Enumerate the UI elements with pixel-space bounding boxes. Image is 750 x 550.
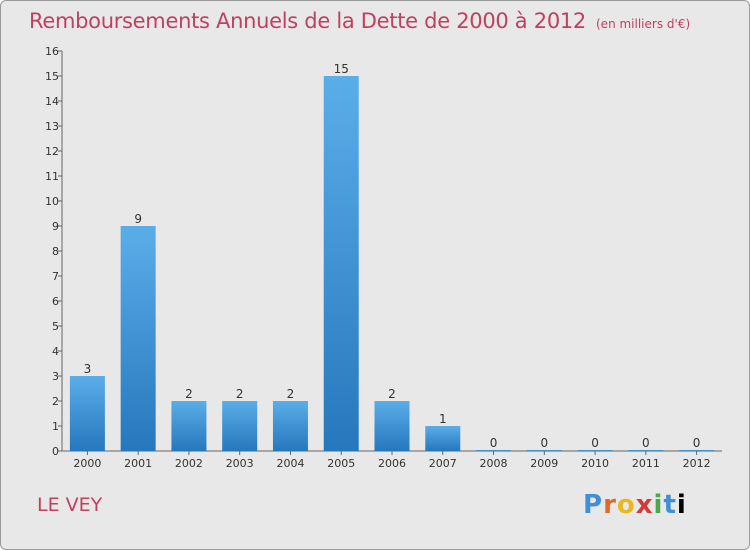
- value-label: 9: [134, 212, 142, 226]
- bar: [628, 450, 664, 451]
- value-label: 0: [540, 436, 548, 450]
- bar: [679, 450, 715, 451]
- value-label: 2: [185, 387, 193, 401]
- x-tick-label: 2009: [530, 457, 558, 470]
- x-tick-label: 2008: [480, 457, 508, 470]
- bar: [577, 450, 613, 451]
- logo-letter: i: [653, 490, 664, 520]
- y-tick-label: 16: [45, 45, 59, 58]
- value-label: 2: [287, 387, 295, 401]
- y-tick-label: 0: [52, 445, 59, 458]
- logo-letter: i: [676, 490, 687, 520]
- bar: [120, 226, 156, 451]
- x-tick-label: 2007: [429, 457, 457, 470]
- bar: [526, 450, 562, 451]
- value-label: 2: [388, 387, 396, 401]
- y-tick-label: 15: [45, 70, 59, 83]
- proxiti-logo: Proxiti: [583, 490, 687, 520]
- logo-letter: t: [663, 490, 677, 520]
- x-tick-label: 2010: [581, 457, 609, 470]
- y-tick-label: 1: [52, 420, 59, 433]
- x-tick-label: 2011: [632, 457, 660, 470]
- logo-letter: x: [635, 490, 654, 520]
- x-tick-label: 2000: [73, 457, 101, 470]
- logo-letter: P: [583, 490, 604, 520]
- bar: [374, 401, 410, 451]
- x-tick-label: 2006: [378, 457, 406, 470]
- bar: [323, 76, 359, 451]
- y-tick-label: 9: [52, 220, 59, 233]
- chart-unit: (en milliers d'€): [596, 17, 691, 31]
- logo-letter: o: [616, 490, 636, 520]
- x-tick-label: 2002: [175, 457, 203, 470]
- x-tick-label: 2003: [226, 457, 254, 470]
- bars: 3 9 2 2 2 15 2 1 0 0 0 0 0: [69, 62, 715, 451]
- value-label: 0: [591, 436, 599, 450]
- bar: [69, 376, 105, 451]
- y-tick-label: 13: [45, 120, 59, 133]
- bar: [222, 401, 258, 451]
- place-name: LE VEY: [37, 494, 103, 516]
- y-tick-label: 12: [45, 145, 59, 158]
- value-label: 0: [693, 436, 701, 450]
- value-label: 0: [642, 436, 650, 450]
- bar: [425, 426, 461, 451]
- value-label: 0: [490, 436, 498, 450]
- y-tick-label: 4: [52, 345, 59, 358]
- y-tick-label: 6: [52, 295, 59, 308]
- value-label: 3: [84, 362, 92, 376]
- y-tick-label: 10: [45, 195, 59, 208]
- x-tick-label: 2004: [276, 457, 304, 470]
- value-label: 1: [439, 412, 447, 426]
- value-label: 2: [236, 387, 244, 401]
- x-tick-label: 2001: [124, 457, 152, 470]
- chart-title-text: Remboursements Annuels de la Dette de 20…: [29, 9, 586, 33]
- bar: [171, 401, 207, 451]
- y-tick-label: 11: [45, 170, 59, 183]
- bar: [476, 450, 512, 451]
- y-tick-label: 2: [52, 395, 59, 408]
- value-label: 15: [334, 62, 349, 76]
- chart-title: Remboursements Annuels de la Dette de 20…: [29, 9, 690, 33]
- logo-letter: r: [603, 490, 617, 520]
- y-tick-label: 7: [52, 270, 59, 283]
- y-tick-label: 3: [52, 370, 59, 383]
- bar: [272, 401, 308, 451]
- x-tick-label: 2012: [683, 457, 711, 470]
- y-tick-label: 14: [45, 95, 59, 108]
- y-tick-label: 8: [52, 245, 59, 258]
- x-tick-label: 2005: [327, 457, 355, 470]
- y-tick-label: 5: [52, 320, 59, 333]
